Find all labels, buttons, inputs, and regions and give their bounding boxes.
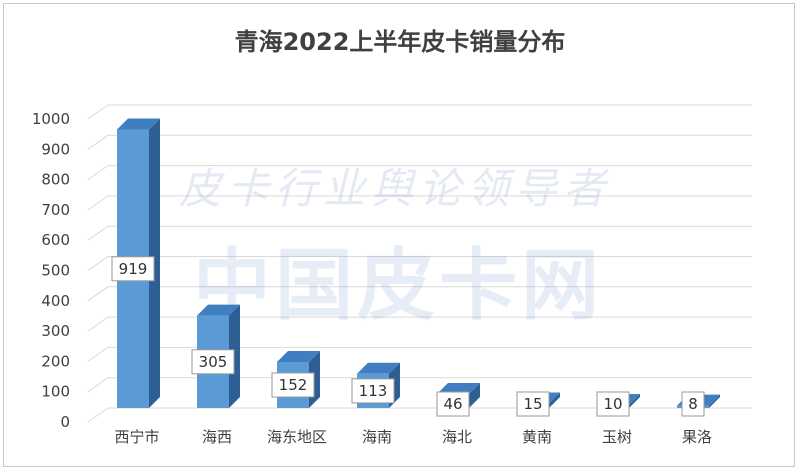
bar-top [117, 118, 160, 130]
data-label: 8 [681, 391, 705, 417]
data-label-text: 152 [279, 376, 308, 394]
data-label-text: 10 [603, 395, 622, 413]
data-label: 305 [191, 349, 235, 375]
gridline [87, 134, 752, 150]
y-tick-label: 800 [41, 171, 70, 189]
bar-side [469, 383, 480, 408]
y-tick-label: 900 [41, 140, 70, 158]
y-tick-label: 300 [41, 322, 70, 340]
data-label-text: 15 [523, 395, 542, 413]
gridline [87, 407, 752, 423]
x-tick-labels: 西宁市 海西 海东地区 海南 海北 黄南 玉树 果洛 [114, 428, 712, 446]
gridline [87, 346, 752, 362]
data-label: 46 [436, 391, 470, 417]
x-tick-label: 西宁市 [114, 428, 159, 446]
x-tick-label: 海北 [442, 428, 472, 446]
data-label-text: 919 [119, 260, 148, 278]
data-label-box [681, 391, 705, 417]
x-tick-label: 海南 [362, 428, 392, 446]
y-tick-label: 100 [41, 383, 70, 401]
bar-top [437, 383, 480, 395]
y-tick-label: 400 [41, 292, 70, 310]
y-tick-label: 600 [41, 231, 70, 249]
data-label-box [271, 372, 315, 398]
gridline [87, 286, 752, 302]
y-tick-label: 1000 [32, 110, 70, 128]
data-label-box [596, 391, 630, 417]
x-tick-label: 黄南 [522, 428, 552, 446]
x-tick-label: 海西 [202, 428, 232, 446]
data-label: 152 [271, 372, 315, 398]
gridlines [87, 104, 752, 423]
data-label-text: 113 [359, 382, 388, 400]
data-label-box [111, 256, 155, 282]
watermark-logo: 中国皮卡网 [193, 241, 603, 331]
data-label-box [191, 349, 235, 375]
chart-title: 青海2022上半年皮卡销量分布 [234, 28, 566, 56]
gridline [87, 104, 752, 120]
data-label: 10 [596, 391, 630, 417]
data-label-text: 8 [688, 395, 698, 413]
gridline [87, 195, 752, 211]
gridline [87, 316, 752, 332]
watermark: 皮卡行业舆论领导者 中国皮卡网 [179, 164, 611, 331]
data-label-text: 305 [199, 353, 228, 371]
data-label-text: 46 [443, 395, 462, 413]
gridline [87, 225, 752, 241]
data-labels: 919 305 152 113 46 15 10 8 [111, 256, 705, 417]
y-tick-label: 200 [41, 352, 70, 370]
data-label-box [516, 391, 550, 417]
y-tick-label: 700 [41, 201, 70, 219]
data-label-box [436, 391, 470, 417]
x-tick-label: 果洛 [682, 428, 712, 446]
bar-side [629, 393, 640, 408]
bar-side [549, 392, 560, 408]
gridline [87, 165, 752, 181]
bar-side [709, 394, 720, 408]
bar-top [357, 362, 400, 374]
data-label: 15 [516, 391, 550, 417]
y-tick-label: 500 [41, 262, 70, 280]
gridline [87, 256, 752, 271]
y-tick-labels: 0 100 200 300 400 500 600 700 800 900 1000 [32, 110, 70, 431]
data-label: 919 [111, 256, 155, 282]
data-label: 113 [351, 378, 395, 404]
gridline [87, 377, 752, 393]
x-tick-label: 玉树 [602, 428, 632, 446]
data-label-box [351, 378, 395, 404]
watermark-slogan: 皮卡行业舆论领导者 [179, 164, 611, 213]
y-tick-label: 0 [60, 413, 70, 431]
bar-top [277, 350, 320, 362]
bar-top [197, 304, 240, 316]
x-tick-label: 海东地区 [267, 428, 327, 446]
